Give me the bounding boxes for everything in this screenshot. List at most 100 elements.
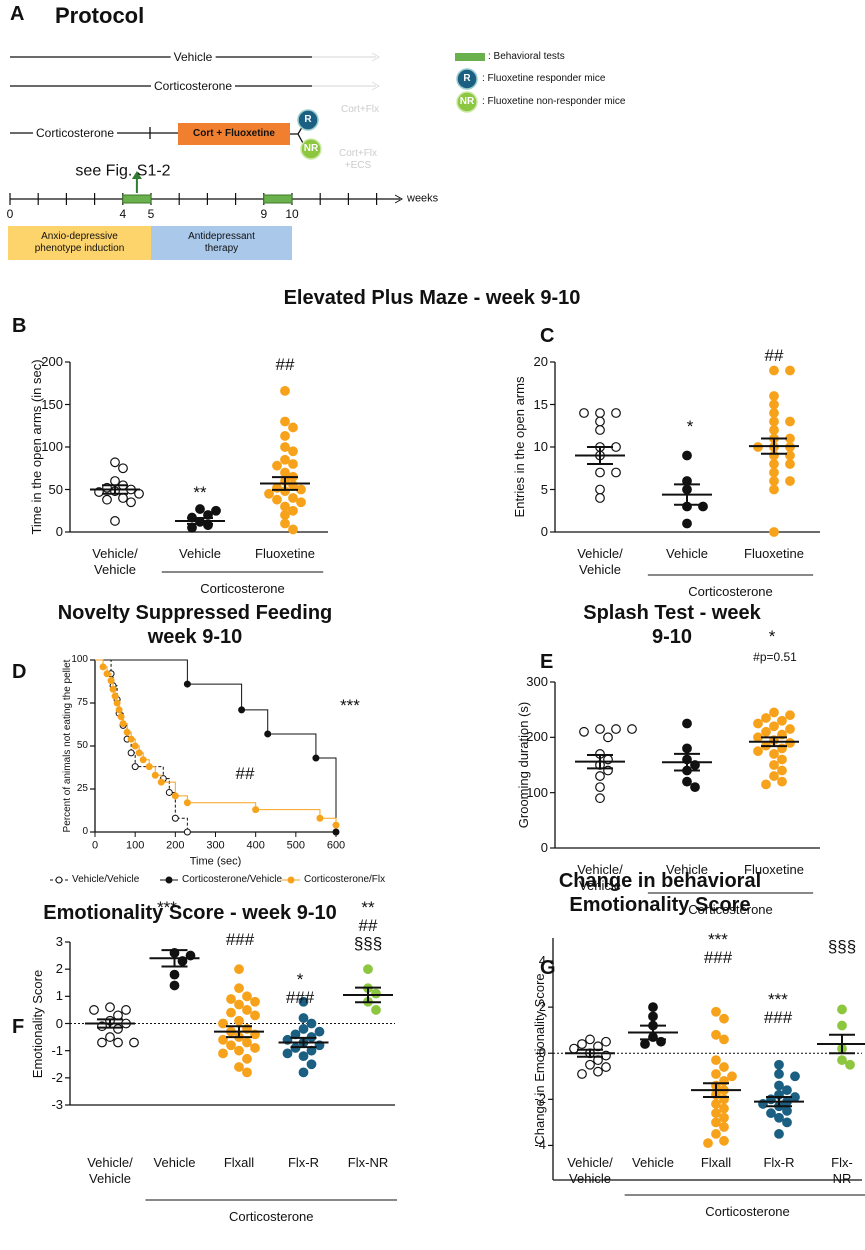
data-point <box>766 1108 776 1119</box>
y-tick-label: 5 <box>540 481 548 497</box>
step-marker <box>157 778 165 786</box>
x-tick-label: Vehicle/ Vehicle <box>577 862 623 893</box>
annotation: ### <box>225 929 255 949</box>
phase-label: Anxio-depressive phenotype induction <box>34 231 125 254</box>
annotation: * <box>686 416 694 436</box>
y-tick-label: 2 <box>538 999 546 1015</box>
data-point <box>611 467 621 478</box>
data-point <box>288 493 298 503</box>
annotation: §§§ <box>827 936 857 956</box>
y-axis-label: Emotionality Score <box>30 969 46 1078</box>
y-tick-label: 10 <box>533 439 548 455</box>
y-tick-label: 20 <box>533 354 548 370</box>
step-marker <box>332 828 340 836</box>
step-marker <box>252 806 260 814</box>
data-point <box>306 1059 317 1070</box>
arrow-head <box>371 52 381 62</box>
data-point <box>719 1103 729 1114</box>
y-tick-label: 0 <box>540 840 548 856</box>
x-tick-label: 400 <box>246 839 265 852</box>
error-bar <box>161 949 188 968</box>
data-point <box>595 724 605 734</box>
data-point <box>593 1066 603 1077</box>
data-point <box>250 1010 260 1021</box>
data-point <box>280 510 290 520</box>
data-point <box>169 969 180 980</box>
y-tick-label: 0 <box>55 524 63 540</box>
annotation: *** <box>157 897 177 917</box>
data-point <box>242 1037 252 1048</box>
error-bar <box>703 1082 729 1099</box>
data-point <box>769 707 779 718</box>
step-marker <box>183 828 191 836</box>
data-point <box>753 746 763 757</box>
phase-box <box>8 226 151 260</box>
nonresponder-icon <box>300 138 322 160</box>
chart-title: Elevated Plus Maze - week 9-10 <box>283 287 581 309</box>
annotation: #p=0.51 <box>753 649 797 664</box>
chart-title: Novelty Suppressed Feeding week 9-10 <box>57 602 333 648</box>
data-point <box>690 782 700 793</box>
data-point <box>769 760 779 770</box>
data-point <box>134 488 144 499</box>
x-tick-label: Vehicle <box>666 546 708 561</box>
x-tick-label: Flx-NR <box>347 1155 389 1170</box>
data-point <box>234 1015 244 1026</box>
data-point <box>226 1007 236 1018</box>
error-bar <box>761 437 787 455</box>
x-tick-label: 600 <box>326 839 346 852</box>
weeks-label: weeks <box>407 192 439 205</box>
data-point <box>280 454 290 465</box>
data-point <box>761 726 771 737</box>
data-point <box>280 518 290 529</box>
data-point <box>769 749 779 759</box>
annotation: ### <box>763 1007 793 1027</box>
data-point <box>280 416 290 427</box>
error-bar <box>355 986 381 1004</box>
annotation: ## <box>764 345 784 365</box>
error-bar <box>102 484 128 495</box>
data-point <box>314 1026 325 1037</box>
error-bar <box>587 754 613 770</box>
annotation: ### <box>703 947 733 967</box>
data-point <box>845 1059 855 1070</box>
step-marker <box>312 754 320 762</box>
phase-box <box>151 226 292 260</box>
data-point <box>226 994 236 1004</box>
data-point <box>97 1037 107 1048</box>
legend-marker <box>287 876 295 884</box>
data-point <box>769 425 779 435</box>
y-tick-label: 1 <box>55 988 63 1004</box>
panel-letter: D <box>12 661 27 683</box>
data-point <box>769 459 779 469</box>
step-marker <box>332 821 340 829</box>
y-tick-label: 200 <box>41 354 63 370</box>
data-point <box>601 1062 611 1072</box>
data-point <box>169 980 180 991</box>
y-tick-label: -4 <box>534 1137 546 1153</box>
data-point <box>790 1071 800 1082</box>
data-point <box>769 365 779 376</box>
protocol-title: Protocol <box>55 2 145 28</box>
note-arrow-head <box>131 171 142 179</box>
y-tick-label: 0 <box>538 1045 546 1061</box>
phase-label: Antidepressant therapy <box>188 231 255 254</box>
y-axis-label: Percent of animals not eating the pellet <box>62 659 73 833</box>
legend-icon-label: R <box>463 73 471 84</box>
data-point <box>611 724 621 734</box>
legend-marker <box>55 876 63 884</box>
annotation: ## <box>358 915 378 935</box>
responder-icon <box>297 109 319 131</box>
data-point <box>218 1018 228 1029</box>
protocol-row-label: Vehicle <box>170 49 216 65</box>
x-tick-label: 0 <box>91 839 99 852</box>
y-tick-label: 2 <box>55 961 63 977</box>
data-point <box>682 518 692 529</box>
data-point <box>777 715 787 726</box>
x-tick-label: Vehicle <box>666 862 708 877</box>
data-point <box>719 1122 729 1132</box>
legend-marker <box>165 876 173 884</box>
y-tick-label: 75 <box>76 697 88 708</box>
data-point <box>640 1039 650 1049</box>
